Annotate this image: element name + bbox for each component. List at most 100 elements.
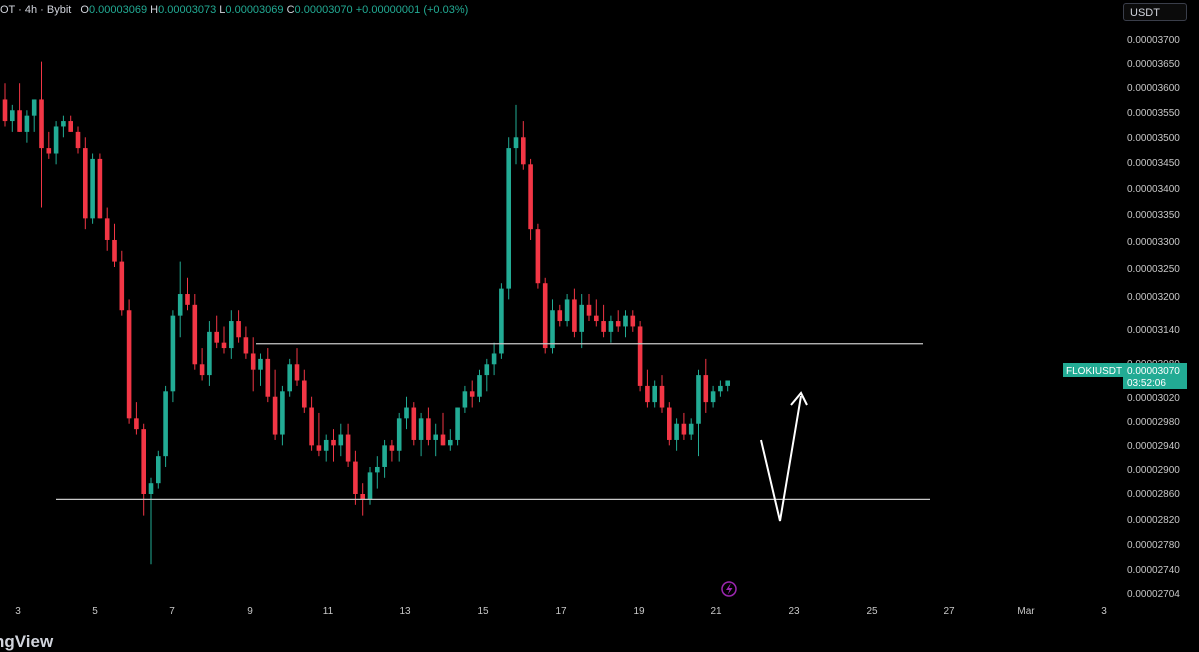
date-axis-label: 3 [15,606,21,617]
candle [448,429,453,451]
candle [112,223,117,267]
candle-body [652,385,657,403]
candle [433,423,438,457]
candle-body [718,385,723,392]
candle [156,450,161,489]
candle-body [513,137,519,149]
candle [83,137,88,230]
flash-icon[interactable] [721,581,737,597]
candle [710,385,716,408]
price-axis-label: 0.00002820 [1127,515,1180,526]
candle [718,380,723,397]
candle-body [141,429,146,494]
candle [601,304,606,338]
candle-body [2,99,8,122]
high-label: H [150,4,159,16]
candle [404,396,409,430]
candle-body [418,418,424,440]
candle-body [725,380,730,386]
candle-body [382,445,387,467]
candle [564,294,570,327]
candle [484,358,490,392]
candle [652,380,657,408]
candle-body [177,294,183,316]
candle-body [53,126,59,154]
candle-body [287,364,292,392]
candle [258,353,263,386]
candle-body [207,331,212,376]
candle-body [440,434,446,446]
candle [637,321,643,392]
candle-body [572,299,577,332]
candle [550,299,555,354]
date-axis-label: 21 [710,606,722,617]
candle-body [265,358,271,397]
candle [221,326,227,354]
candle-body [623,315,628,327]
candle [579,294,584,349]
tradingview-watermark: ngView [0,632,54,651]
candle [287,358,292,397]
candle [46,131,52,159]
candle [323,434,329,462]
candle-body [39,99,44,149]
candle [10,104,15,132]
current-price-tag: FLOKIUSDT 0.00003070 03:52:06 [1063,363,1187,389]
candle [199,348,205,381]
candle [265,348,271,403]
candle-body [615,321,621,327]
candle [623,310,628,338]
price-axis: 0.00003700 0.00003650 0.00003600 0.00003550… [1127,35,1180,600]
candle [506,137,511,300]
date-axis-label: 11 [323,606,334,617]
price-tag-symbol: FLOKIUSDT [1066,366,1122,377]
candle [141,423,146,516]
candle-body [404,407,409,419]
date-axis-label: 27 [943,606,955,617]
candle [674,418,679,451]
candle [214,315,219,349]
candle [389,439,395,462]
candle [703,358,709,413]
candle [31,99,37,132]
candle-body [542,283,548,349]
candle [148,477,154,565]
date-axis-label: 17 [555,606,567,617]
candle-body [170,315,176,392]
candle [345,423,351,467]
change-value: +0.00000001 (+0.03%) [355,4,469,16]
candle-body [75,131,81,149]
price-axis-label: 0.00003550 [1127,108,1180,119]
candle [177,261,183,338]
candle [659,375,665,413]
candle-body [323,439,329,451]
candle-body [199,364,205,376]
currency-button[interactable]: USDT [1123,3,1187,21]
candle-body [411,407,417,440]
candle-body [550,310,555,349]
date-axis-label: 23 [788,606,800,617]
candle-body [667,407,672,440]
price-axis-label: 0.00002780 [1127,540,1180,551]
low-value: 0.00003069 [225,4,284,16]
candle [375,456,380,489]
candle-body [316,445,322,451]
open-label: O [80,4,89,16]
candle-body [309,407,314,446]
candle [572,288,577,338]
candle [440,412,446,446]
candle [645,369,650,408]
date-axis-label: 13 [399,606,411,617]
candle-body [455,407,460,440]
candle [396,412,402,462]
date-axis-label: 15 [477,606,489,617]
candle-body [375,466,380,473]
candle-body [426,418,431,440]
candle [513,104,519,165]
candle [426,407,431,446]
candle-body [243,337,249,354]
candle-body [250,353,256,370]
candle-body [499,288,504,354]
candle-body [345,434,351,462]
